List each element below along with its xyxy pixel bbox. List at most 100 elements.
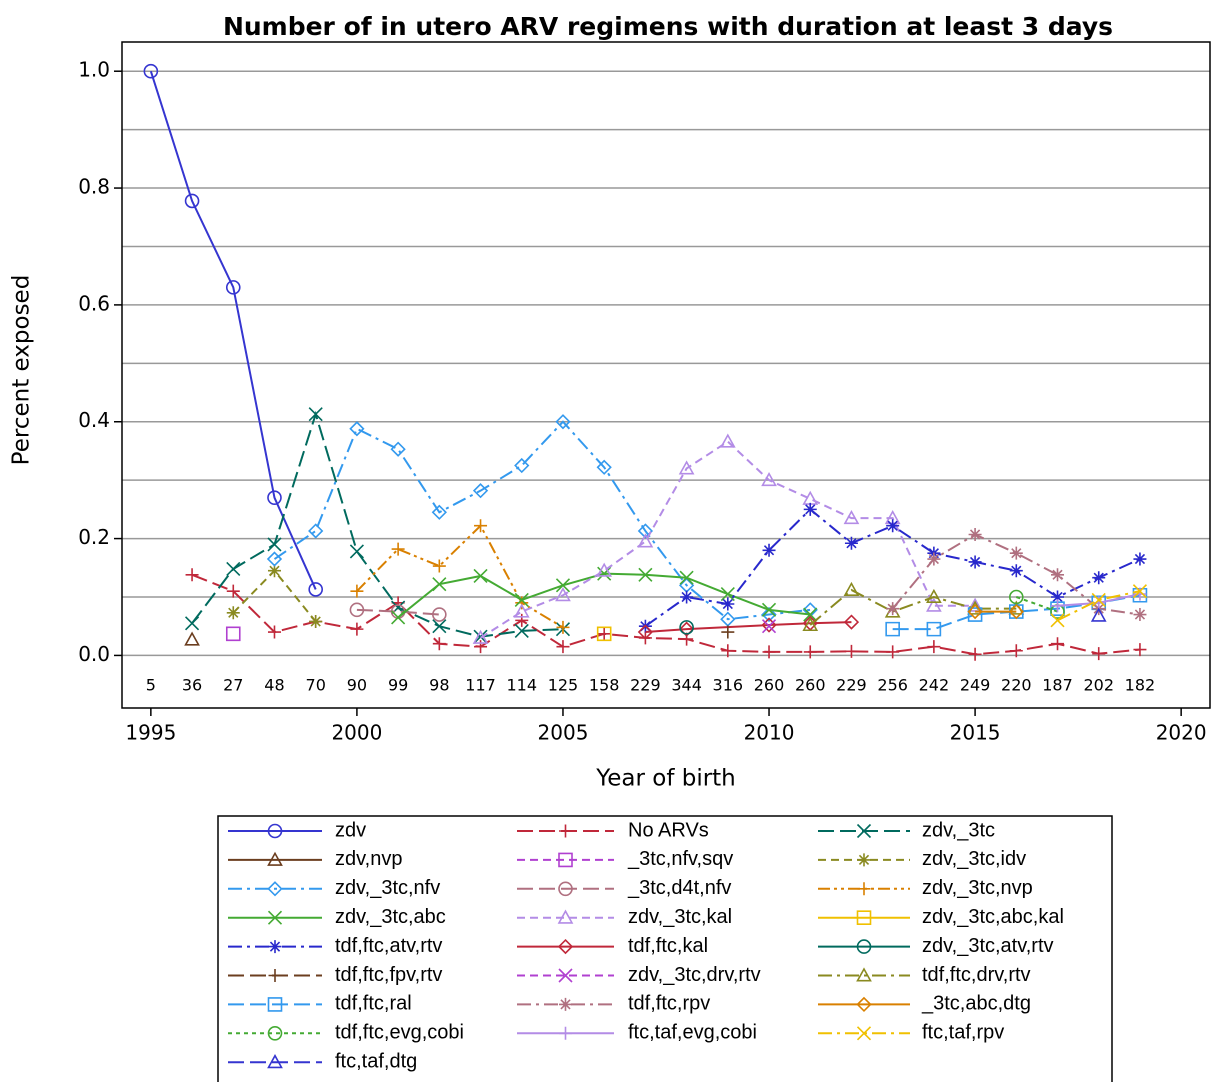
marker [432, 577, 447, 592]
marker [1051, 599, 1065, 613]
count-label: 125 [548, 676, 579, 695]
marker [558, 881, 573, 897]
series-line [809, 588, 1017, 626]
marker [720, 587, 735, 602]
marker [802, 616, 819, 632]
marker [557, 938, 574, 955]
marker [308, 407, 323, 422]
legend-item: ftc,taf,rpv [818, 1022, 1004, 1044]
marker [268, 969, 282, 982]
y-tick-label: 0.8 [78, 175, 110, 199]
marker [927, 640, 941, 654]
legend-item: No ARVs [517, 819, 709, 841]
marker [856, 939, 872, 954]
legend-label: zdv,_3tc,nvp [922, 877, 1033, 899]
legend-label: zdv,nvp [335, 848, 402, 870]
marker [1092, 571, 1106, 585]
marker [184, 193, 200, 209]
legend-item: zdv [228, 819, 366, 841]
marker [1009, 589, 1024, 605]
marker [1091, 592, 1106, 607]
marker [856, 1026, 872, 1041]
marker [679, 570, 694, 585]
count-label: 48 [264, 676, 284, 695]
legend-label: tdf,ftc,evg,cobi [335, 1022, 464, 1044]
legend-label: No ARVs [628, 819, 709, 841]
marker [637, 624, 654, 640]
marker [886, 519, 900, 533]
marker [555, 578, 571, 593]
legend-item: zdv,_3tc,kal [517, 906, 732, 928]
marker [267, 851, 283, 866]
count-label: 27 [223, 676, 243, 695]
count-label: 249 [960, 676, 991, 695]
legend-label: ftc,taf,rpv [922, 1022, 1004, 1044]
marker [267, 881, 283, 897]
marker [596, 626, 612, 642]
legend-label: tdf,ftc,rpv [628, 993, 710, 1015]
series-line [191, 410, 564, 638]
legend-label: tdf,ftc,drv,rtv [922, 964, 1031, 986]
count-label: 229 [630, 676, 661, 695]
marker [350, 584, 364, 598]
legend-item: tdf,ftc,ral [228, 993, 412, 1015]
legend-item: zdv,_3tc,nvp [818, 877, 1033, 899]
marker [856, 996, 872, 1013]
marker [513, 603, 530, 618]
marker [431, 504, 447, 520]
count-label: 242 [919, 676, 950, 695]
marker [1133, 608, 1147, 622]
marker [968, 555, 982, 569]
marker [927, 552, 941, 566]
legend-label: zdv,_3tc,abc,kal [922, 906, 1064, 928]
legend-label: zdv,_3tc,nfv [335, 877, 440, 899]
marker [267, 823, 283, 839]
marker [1008, 603, 1024, 620]
legend-item: tdf,ftc,atv,rtv [228, 935, 442, 957]
legend-item: zdv,_3tc,atv,rtv [818, 935, 1054, 957]
marker [268, 940, 282, 954]
legend-label: zdv,_3tc,idv [922, 848, 1026, 870]
legend-label: ftc,taf,evg,cobi [628, 1022, 757, 1044]
marker [761, 606, 777, 623]
series-line [645, 621, 852, 634]
marker [514, 592, 529, 607]
marker [226, 561, 241, 577]
marker [559, 997, 572, 1011]
legend-label: zdv,_3tc,kal [628, 906, 732, 928]
legend-item: zdv,_3tc [818, 819, 995, 841]
marker [225, 626, 241, 642]
marker [556, 620, 570, 634]
x-axis-label: Year of birth [595, 766, 736, 792]
marker [638, 567, 653, 582]
marker [761, 602, 777, 617]
marker [926, 588, 942, 603]
marker [514, 457, 530, 474]
x-tick-label: 2020 [1156, 721, 1207, 745]
legend-item: zdv,nvp [228, 848, 402, 870]
marker [1133, 587, 1147, 601]
legend-item: tdf,ftc,fpv,rtv [228, 964, 442, 986]
marker [558, 852, 573, 868]
marker [184, 631, 200, 646]
marker [472, 629, 489, 644]
legend-item: tdf,ftc,kal [517, 935, 708, 957]
marker [557, 909, 574, 924]
legend-item: zdv,_3tc,idv [818, 848, 1026, 870]
legend-label: zdv,_3tc,atv,rtv [922, 935, 1054, 957]
marker [926, 621, 942, 637]
plot-frame [121, 41, 1211, 709]
marker [762, 645, 776, 659]
marker [391, 610, 406, 625]
x-tick-label: 1995 [125, 721, 176, 745]
marker [267, 1054, 283, 1069]
legend-item: tdf,ftc,evg,cobi [228, 1022, 464, 1044]
marker [1133, 643, 1147, 657]
marker [968, 647, 982, 661]
series-line [232, 569, 317, 623]
count-label: 229 [836, 676, 867, 695]
marker [349, 602, 365, 618]
count-label: 220 [1001, 676, 1032, 695]
